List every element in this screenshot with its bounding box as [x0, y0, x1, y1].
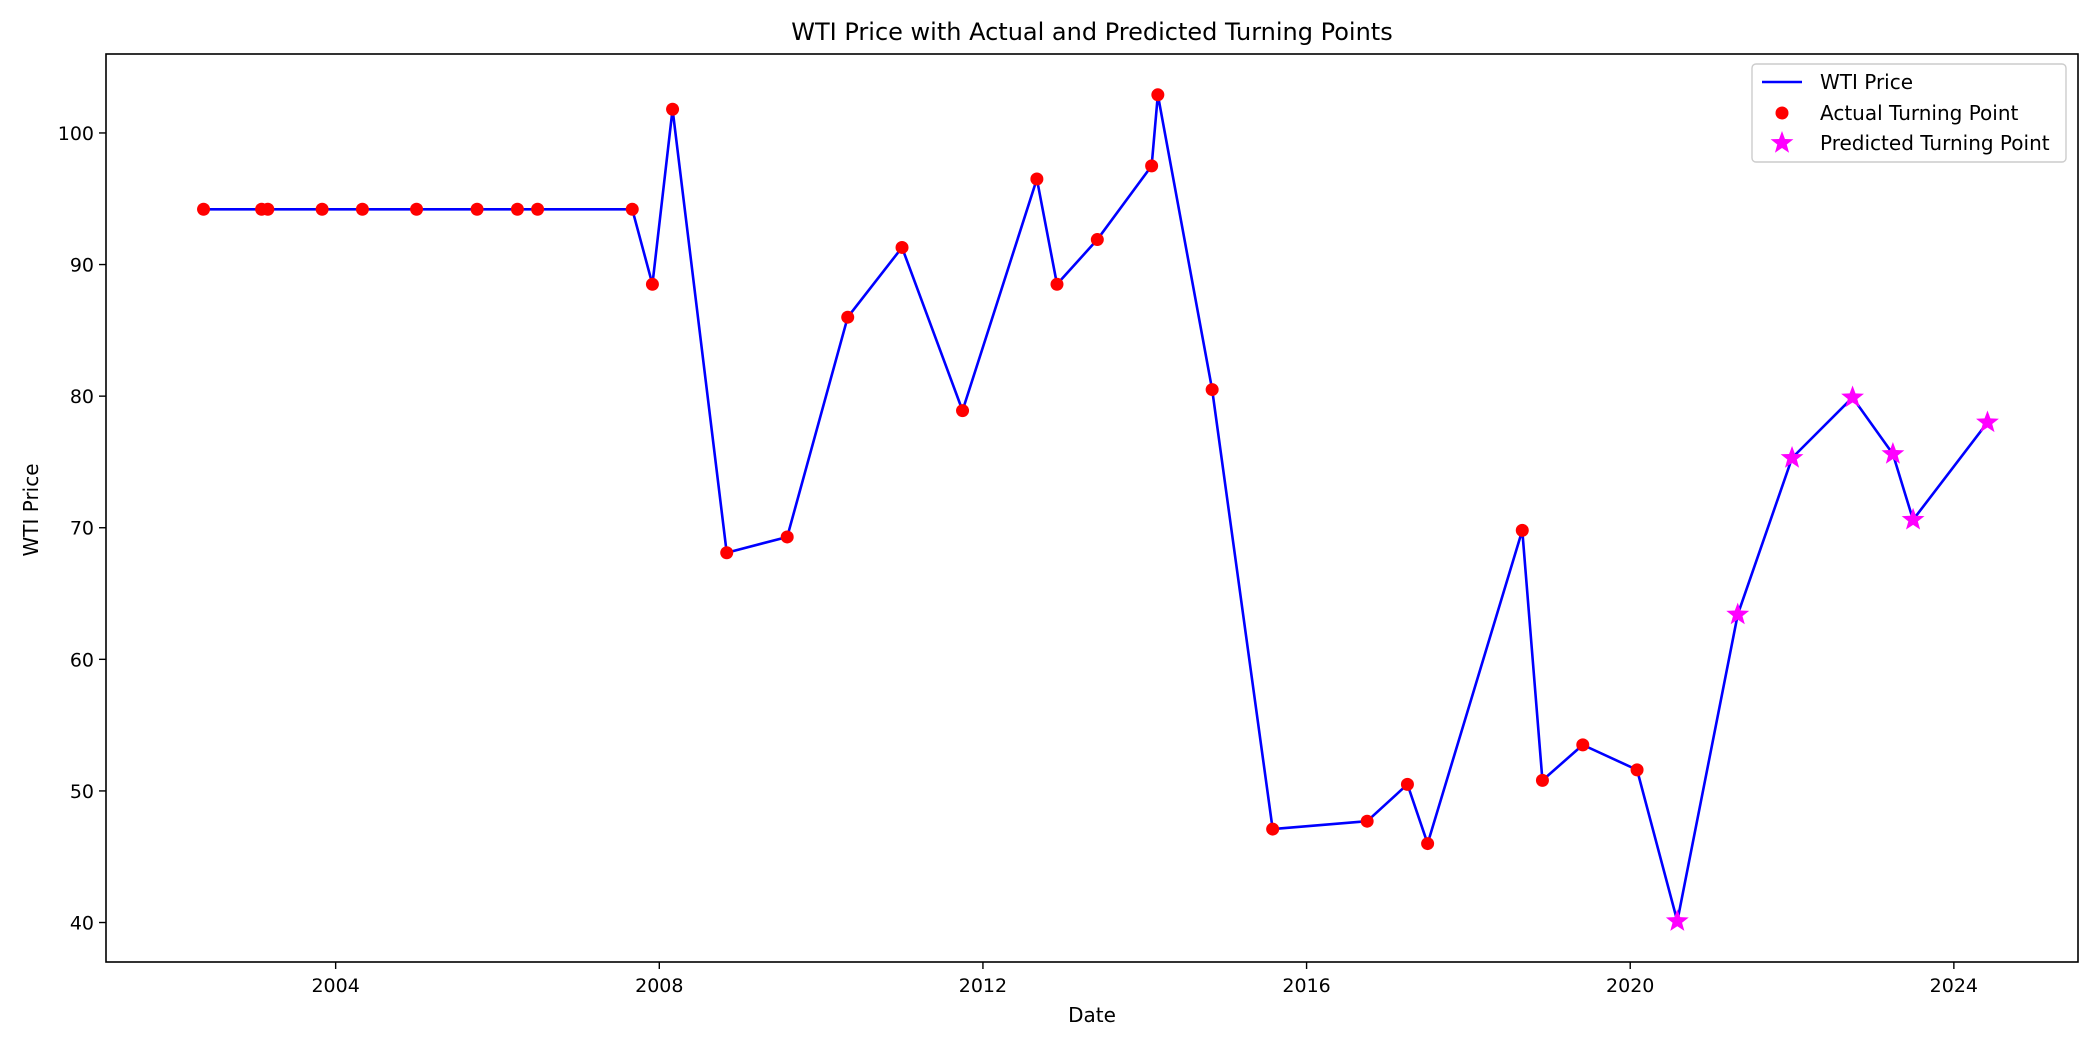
actual-turning-point	[410, 202, 424, 216]
predicted-turning-point	[1976, 410, 1999, 433]
x-tick-label: 2004	[311, 975, 359, 997]
actual-turning-point	[841, 310, 855, 324]
actual-turning-point	[625, 202, 639, 216]
actual-turning-point	[1400, 777, 1414, 791]
x-axis-label: Date	[1068, 1003, 1116, 1027]
actual-turning-point	[355, 202, 369, 216]
legend-box	[1751, 63, 2067, 163]
actual-turning-point	[1360, 814, 1374, 828]
actual-turning-point	[1050, 277, 1064, 291]
predicted-turning-point	[1901, 507, 1925, 530]
predicted-turning-point	[1881, 442, 1905, 464]
plot-area	[197, 88, 1999, 931]
y-tick-label: 40	[70, 913, 94, 935]
actual-turning-point	[956, 404, 970, 418]
actual-turning-point	[666, 102, 680, 116]
predicted-turning-point	[1841, 385, 1864, 408]
y-axis-label: WTI Price	[19, 463, 43, 556]
actual-turning-point	[531, 202, 545, 216]
actual-turning-point	[1030, 172, 1044, 186]
y-tick-label: 80	[70, 386, 94, 408]
actual-turning-point	[1266, 822, 1280, 836]
x-tick-label: 2008	[635, 975, 683, 997]
x-tick-label: 2024	[1930, 975, 1978, 997]
y-tick-label: 60	[70, 649, 94, 671]
actual-turning-point	[1205, 383, 1219, 397]
x-ticks: 2004 2008 2012 2016 2020 2024	[311, 962, 1978, 997]
actual-turning-point	[315, 202, 329, 216]
actual-turning-point	[895, 240, 909, 254]
actual-turning-point	[1090, 233, 1104, 247]
series-line-wti-price	[203, 93, 1989, 923]
y-tick-label: 100	[58, 123, 94, 145]
y-tick-label: 50	[70, 781, 94, 803]
predicted-turning-point	[1780, 445, 1804, 468]
actual-turning-point	[1630, 763, 1644, 777]
plot-frame	[105, 53, 2079, 963]
actual-turning-point	[470, 202, 484, 216]
actual-turning-point	[1535, 773, 1549, 787]
actual-turning-point	[1576, 738, 1590, 752]
predicted-turning-point	[1665, 909, 1689, 931]
legend-label: WTI Price	[1820, 70, 1913, 94]
chart-title: WTI Price with Actual and Predicted Turn…	[791, 18, 1392, 46]
actual-turning-point	[197, 202, 211, 216]
actual-turning-point	[645, 277, 659, 291]
actual-turning-point	[261, 202, 275, 216]
x-tick-label: 2012	[959, 975, 1007, 997]
y-tick-label: 90	[70, 255, 94, 277]
legend-label: Predicted Turning Point	[1820, 131, 2050, 155]
legend-circle-icon	[1775, 106, 1789, 120]
actual-turning-point	[720, 546, 734, 560]
actual-turning-point	[510, 202, 524, 216]
x-tick-label: 2016	[1282, 975, 1330, 997]
y-tick-label: 70	[70, 518, 94, 540]
predicted-turning-point	[1726, 602, 1750, 625]
actual-turning-point	[1151, 88, 1165, 102]
actual-turning-point	[1421, 837, 1435, 851]
x-tick-label: 2020	[1606, 975, 1654, 997]
actual-turning-point	[1515, 523, 1529, 537]
y-ticks: 40 50 60 70 80 90 100	[58, 123, 106, 935]
actual-turning-point	[780, 530, 794, 544]
actual-turning-point	[1145, 159, 1159, 173]
legend: WTI Price Actual Turning Point Predicted T…	[1751, 63, 2067, 163]
legend-label: Actual Turning Point	[1820, 101, 2019, 125]
legend-star-icon	[1770, 131, 1794, 153]
